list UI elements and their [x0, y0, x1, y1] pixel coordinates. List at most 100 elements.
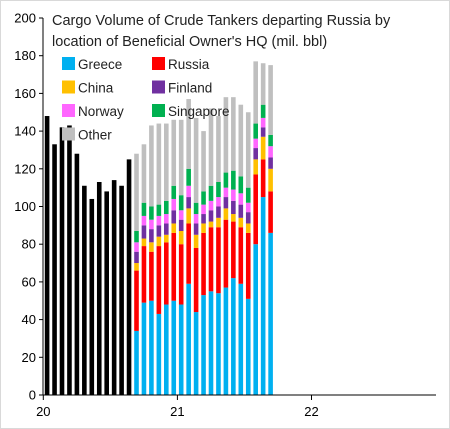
- bar-segment-greece: [268, 232, 273, 395]
- bar-segment-norway: [253, 138, 258, 149]
- bar-segment-china: [134, 263, 139, 271]
- bar-pre-period: [67, 125, 72, 395]
- bar-segment-china: [201, 223, 206, 233]
- bar-segment-russia: [193, 247, 199, 313]
- y-tick-label: 0: [29, 388, 36, 403]
- y-tick-label: 180: [14, 48, 36, 63]
- x-tick-label: 22: [304, 404, 318, 419]
- bar-segment-finland: [193, 223, 199, 235]
- bar-segment-greece: [171, 300, 177, 395]
- x-tick-label: 20: [36, 404, 50, 419]
- bar-segment-finland: [149, 229, 154, 243]
- bar-segment-singapore: [193, 202, 199, 215]
- bar-segment-russia: [178, 244, 184, 305]
- bar-segment-other: [149, 125, 154, 207]
- bar-segment-china: [164, 234, 169, 243]
- legend-swatch-greece: [62, 57, 75, 70]
- chart-title: Cargo Volume of Crude Tankers departing …: [52, 13, 391, 50]
- bar-segment-russia: [231, 221, 236, 279]
- x-axis: 20 21 22: [36, 395, 319, 419]
- bar-pre-period: [52, 144, 57, 395]
- bar-segment-china: [253, 159, 258, 175]
- bar-segment-greece: [208, 291, 214, 395]
- bar-segment-other: [238, 104, 244, 177]
- bar-segment-greece: [223, 287, 229, 395]
- bar-segment-greece: [245, 298, 251, 395]
- bar-segment-china: [245, 223, 251, 233]
- bar-segment-norway: [216, 197, 221, 207]
- bar-pre-period: [126, 159, 132, 395]
- bar-segment-singapore: [223, 172, 229, 188]
- bar-segment-other: [134, 153, 139, 232]
- bar-segment-russia: [238, 227, 244, 284]
- bar-segment-greece: [149, 300, 154, 395]
- legend-label-finland: Finland: [168, 81, 212, 96]
- bar-segment-singapore: [156, 204, 162, 216]
- bar-segment-russia: [260, 159, 266, 198]
- legend-swatch-china: [62, 80, 75, 94]
- bar-segment-singapore: [149, 206, 154, 220]
- bar-segment-russia: [134, 270, 139, 331]
- bar-segment-finland: [223, 197, 229, 209]
- legend-label-russia: Russia: [168, 57, 210, 72]
- bar-segment-greece: [186, 283, 191, 395]
- bar-segment-finland: [134, 251, 139, 264]
- y-tick-label: 120: [14, 161, 36, 176]
- bar-pre-period: [111, 180, 117, 395]
- bar-pre-period: [89, 198, 95, 395]
- legend-label-other: Other: [78, 128, 112, 143]
- bar-segment-norway: [238, 193, 244, 205]
- bar-segment-china: [223, 208, 229, 220]
- bar-segment-finland: [231, 200, 236, 215]
- bar-segment-greece: [141, 302, 147, 395]
- bar-segment-china: [178, 231, 184, 245]
- bar-segment-russia: [253, 174, 258, 245]
- bar-segment-finland: [186, 197, 191, 209]
- bar-segment-finland: [171, 210, 177, 224]
- y-tick-label: 40: [22, 312, 36, 327]
- bar-pre-period: [104, 191, 109, 395]
- bar-segment-other: [171, 119, 177, 186]
- bar-segment-greece: [260, 197, 266, 395]
- bar-segment-russia: [245, 232, 251, 299]
- bar-segment-greece: [134, 330, 139, 395]
- bar-segment-other: [156, 123, 162, 205]
- bar-segment-russia: [186, 223, 191, 284]
- bar-segment-finland: [216, 206, 221, 218]
- bar-segment-finland: [178, 219, 184, 232]
- bar-segment-finland: [156, 225, 162, 237]
- y-tick-label: 20: [22, 350, 36, 365]
- bar-segment-russia: [156, 246, 162, 314]
- bar-segment-other: [268, 65, 273, 135]
- bar-segment-singapore: [201, 191, 206, 205]
- bar-segment-greece: [156, 313, 162, 395]
- bar-segment-singapore: [231, 170, 236, 190]
- bar-segment-norway: [231, 189, 236, 201]
- bar-segment-china: [149, 242, 154, 252]
- legend-swatch-russia: [152, 57, 165, 70]
- bar-segment-other: [223, 97, 229, 173]
- y-tick-label: 140: [14, 124, 36, 139]
- bar-segment-norway: [171, 198, 177, 211]
- bar-segment-china: [231, 214, 236, 222]
- bar-segment-finland: [201, 214, 206, 224]
- legend-label-norway: Norway: [78, 104, 124, 119]
- bar-segment-greece: [193, 312, 199, 395]
- x-tick-label: 21: [170, 404, 184, 419]
- bar-segment-norway: [134, 242, 139, 252]
- bar-segment-greece: [231, 278, 236, 395]
- legend-swatch-singapore: [152, 104, 165, 117]
- chart-title-line-1: Cargo Volume of Crude Tankers departing …: [52, 13, 391, 29]
- bar-segment-finland: [141, 225, 147, 239]
- bar-segment-singapore: [141, 202, 147, 216]
- bar-segment-other: [186, 99, 191, 169]
- bar-segment-greece: [201, 295, 206, 395]
- bar-segment-norway: [208, 200, 214, 211]
- bar-pre-period: [82, 185, 87, 395]
- bar-segment-norway: [164, 214, 169, 224]
- bar-segment-russia: [141, 246, 147, 303]
- bar-segment-russia: [164, 242, 169, 305]
- bar-segment-norway: [156, 215, 162, 226]
- bar-segment-china: [141, 238, 147, 247]
- bar-segment-other: [253, 61, 258, 124]
